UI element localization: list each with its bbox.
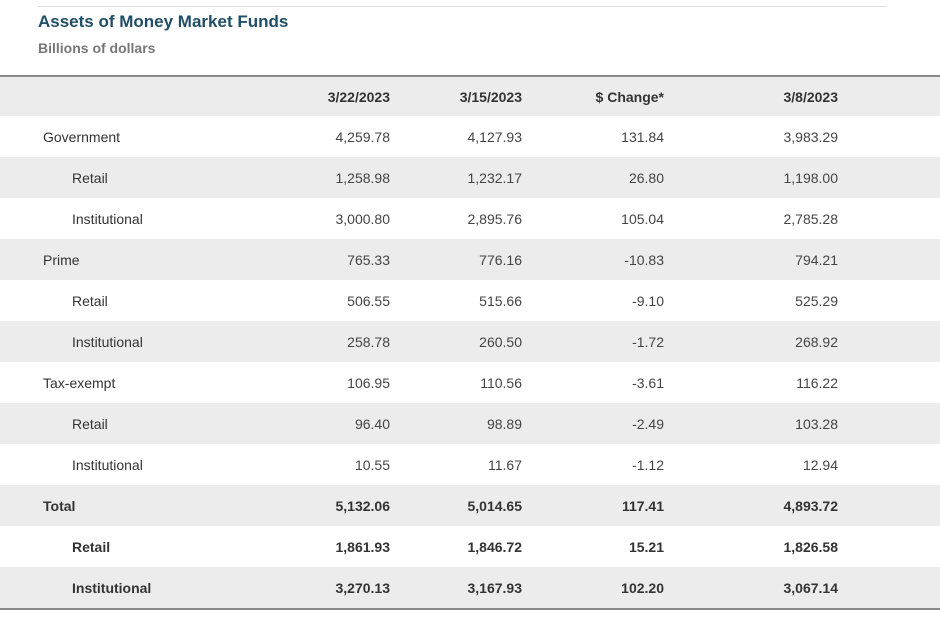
row-label: Prime	[43, 251, 80, 268]
cell-value: -3.61	[632, 374, 664, 391]
cell-value: 5,014.65	[467, 497, 523, 514]
cell-value: -1.72	[632, 333, 664, 350]
table-row: Total 5,132.06 5,014.65 117.41 4,893.72	[0, 485, 940, 526]
top-divider	[38, 6, 887, 7]
cell-value: 2,785.28	[783, 210, 839, 227]
row-label: Tax-exempt	[43, 374, 116, 391]
table-row: Institutional 3,270.13 3,167.93 102.20 3,067…	[0, 567, 940, 608]
table-row: Retail 506.55 515.66 -9.10 525.29	[0, 280, 940, 321]
row-label: Institutional	[72, 333, 143, 350]
row-spacer	[838, 321, 940, 362]
page-title: Assets of Money Market Funds	[38, 12, 289, 31]
cell-value: 10.55	[354, 456, 390, 473]
assets-table: 3/22/2023 3/15/2023 $ Change* 3/8/2023 G…	[0, 77, 940, 608]
cell-value: 131.84	[621, 128, 664, 145]
cell-value: 4,259.78	[335, 128, 391, 145]
cell-value: 1,861.93	[335, 538, 391, 555]
cell-value: 12.94	[802, 456, 838, 473]
row-spacer	[838, 116, 940, 157]
table-row: Institutional 258.78 260.50 -1.72 268.92	[0, 321, 940, 362]
cell-value: 103.28	[795, 415, 838, 432]
row-label: Institutional	[72, 210, 143, 227]
assets-table-container: 3/22/2023 3/15/2023 $ Change* 3/8/2023 G…	[0, 75, 940, 610]
cell-value: 776.16	[479, 251, 522, 268]
cell-value: 3,067.14	[783, 579, 839, 596]
cell-value: 98.89	[486, 415, 522, 432]
cell-value: 1,232.17	[467, 169, 523, 186]
row-label: Total	[43, 497, 76, 514]
row-spacer	[838, 157, 940, 198]
row-spacer	[838, 526, 940, 567]
row-label: Retail	[72, 169, 108, 186]
table-header-row: 3/22/2023 3/15/2023 $ Change* 3/8/2023	[0, 77, 940, 116]
row-spacer	[838, 239, 940, 280]
cell-value: 258.78	[347, 333, 390, 350]
cell-value: -1.12	[632, 456, 664, 473]
row-label: Institutional	[72, 456, 143, 473]
cell-value: 106.95	[347, 374, 390, 391]
row-label: Government	[43, 128, 121, 145]
cell-value: 116.22	[796, 374, 838, 391]
cell-value: 1,258.98	[335, 169, 391, 186]
row-spacer	[838, 485, 940, 526]
column-header-date-1: 3/22/2023	[327, 88, 390, 105]
table-row: Government 4,259.78 4,127.93 131.84 3,983.29	[0, 116, 940, 157]
cell-value: -10.83	[624, 251, 664, 268]
table-row: Retail 96.40 98.89 -2.49 103.28	[0, 403, 940, 444]
cell-value: 2,895.76	[467, 210, 523, 227]
cell-value: 15.21	[628, 538, 664, 555]
cell-value: 4,127.93	[467, 128, 523, 145]
cell-value: 4,893.72	[783, 497, 839, 514]
cell-value: 1,826.58	[783, 538, 839, 555]
cell-value: 3,983.29	[783, 128, 839, 145]
cell-value: 765.33	[347, 251, 390, 268]
row-spacer	[838, 362, 940, 403]
cell-value: 96.40	[354, 415, 390, 432]
cell-value: 3,000.80	[335, 210, 391, 227]
table-row: Retail 1,861.93 1,846.72 15.21 1,826.58	[0, 526, 940, 567]
row-spacer	[838, 198, 940, 239]
table-row: Institutional 10.55 11.67 -1.12 12.94	[0, 444, 940, 485]
row-spacer	[838, 403, 940, 444]
cell-value: -2.49	[632, 415, 664, 432]
cell-value: 268.92	[795, 333, 838, 350]
cell-value: 1,846.72	[467, 538, 523, 555]
cell-value: 506.55	[347, 292, 390, 309]
cell-value: 3,270.13	[335, 579, 391, 596]
row-spacer	[838, 567, 940, 608]
table-row: Institutional 3,000.80 2,895.76 105.04 2,785…	[0, 198, 940, 239]
cell-value: 102.20	[621, 579, 664, 596]
column-header-spacer	[838, 77, 940, 116]
cell-value: 515.66	[479, 292, 522, 309]
column-header-category	[0, 77, 300, 116]
cell-value: 110.56	[480, 374, 522, 391]
table-row: Retail 1,258.98 1,232.17 26.80 1,198.00	[0, 157, 940, 198]
cell-value: 525.29	[795, 292, 838, 309]
cell-value: 117.41	[621, 497, 664, 514]
table-body: Government 4,259.78 4,127.93 131.84 3,983.29…	[0, 116, 940, 608]
table-row: Prime 765.33 776.16 -10.83 794.21	[0, 239, 940, 280]
cell-value: 11.67	[488, 456, 522, 473]
cell-value: 26.80	[628, 169, 664, 186]
cell-value: 5,132.06	[335, 497, 391, 514]
cell-value: 794.21	[795, 251, 838, 268]
row-spacer	[838, 280, 940, 321]
cell-value: 3,167.93	[467, 579, 523, 596]
row-label: Institutional	[72, 579, 152, 596]
page-subtitle: Billions of dollars	[38, 40, 156, 56]
column-header-date-3: 3/8/2023	[783, 88, 839, 105]
cell-value: 105.04	[621, 210, 664, 227]
row-spacer	[838, 444, 940, 485]
cell-value: 1,198.00	[783, 169, 839, 186]
column-header-change: $ Change*	[595, 88, 664, 105]
column-header-date-2: 3/15/2023	[459, 88, 522, 105]
cell-value: 260.50	[479, 333, 522, 350]
row-label: Retail	[72, 415, 108, 432]
cell-value: -9.10	[632, 292, 664, 309]
table-row: Tax-exempt 106.95 110.56 -3.61 116.22	[0, 362, 940, 403]
row-label: Retail	[72, 538, 111, 555]
row-label: Retail	[72, 292, 108, 309]
